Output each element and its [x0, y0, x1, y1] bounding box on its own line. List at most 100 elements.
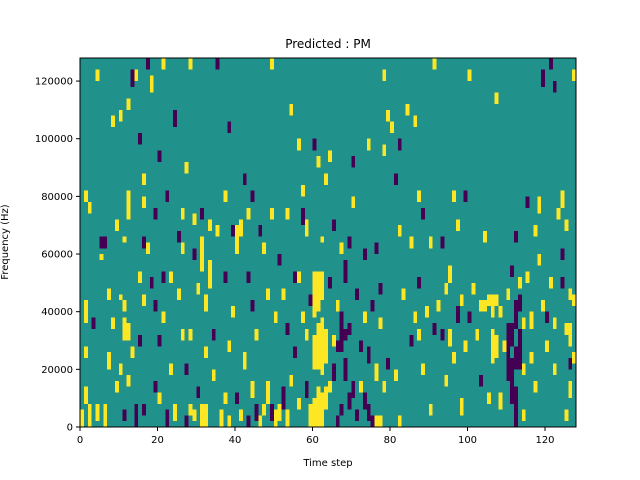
- heatmap-cell: [207, 259, 212, 289]
- heatmap-cell: [312, 398, 317, 427]
- heatmap-cell: [161, 311, 166, 324]
- heatmap-cell: [320, 236, 325, 243]
- heatmap-cell: [273, 311, 278, 324]
- heatmap-cell: [138, 334, 143, 347]
- heatmap-cell: [510, 357, 515, 404]
- heatmap-cell: [548, 277, 553, 289]
- heatmap-cell: [246, 271, 251, 283]
- heatmap-cell: [560, 248, 565, 260]
- heatmap-cell: [180, 207, 185, 220]
- heatmap-cell: [328, 277, 332, 289]
- heatmap-cell: [281, 288, 286, 301]
- heatmap-cell: [514, 230, 518, 243]
- heatmap-cell: [424, 305, 429, 318]
- heatmap-cell: [428, 236, 433, 249]
- heatmap-cell: [517, 277, 522, 289]
- heatmap-cell: [165, 409, 170, 427]
- heatmap-cell: [242, 352, 247, 370]
- heatmap-cell: [386, 109, 391, 122]
- heatmap-cell: [355, 409, 360, 422]
- heatmap-cell: [347, 323, 352, 335]
- heatmap-cell: [161, 271, 166, 283]
- heatmap-cell: [545, 311, 549, 324]
- heatmap-cell: [215, 58, 220, 70]
- heatmap-cell: [223, 190, 228, 203]
- heatmap-cell: [235, 225, 239, 255]
- heatmap-cell: [452, 190, 456, 203]
- heatmap-cell: [308, 403, 313, 427]
- heatmap-cell: [196, 386, 201, 399]
- heatmap-cell: [87, 403, 92, 427]
- heatmap-cell: [537, 254, 542, 266]
- heatmap-cell: [145, 242, 150, 255]
- heatmap-cell: [537, 196, 542, 214]
- heatmap-cell: [223, 271, 228, 283]
- heatmap-cell: [308, 294, 313, 306]
- heatmap-cell: [417, 328, 422, 341]
- heatmap-cell: [568, 323, 573, 347]
- heatmap-cell: [196, 282, 201, 295]
- heatmap-cell: [211, 328, 216, 341]
- heatmap-cell: [188, 58, 193, 70]
- heatmap-cell: [277, 403, 282, 422]
- heatmap-cell: [312, 138, 317, 151]
- heatmap-cell: [467, 69, 472, 82]
- heatmap-cell: [126, 375, 131, 387]
- heatmap-cell: [227, 340, 232, 353]
- heatmap-cell: [83, 346, 88, 358]
- heatmap-cell: [432, 58, 437, 70]
- heatmap-cell: [118, 294, 123, 301]
- heatmap-cell: [320, 317, 325, 376]
- heatmap-cell: [235, 392, 239, 404]
- heatmap-cell: [366, 346, 371, 364]
- heatmap-cell: [417, 190, 422, 203]
- heatmap-cell: [378, 317, 383, 329]
- heatmap-cell: [258, 415, 263, 427]
- heatmap-cell: [409, 334, 414, 347]
- heatmap-cell: [114, 380, 119, 393]
- y-tick-label: 120000: [35, 77, 73, 88]
- heatmap-cell: [165, 190, 170, 203]
- heatmap-cell: [475, 328, 480, 341]
- heatmap-cell: [324, 173, 329, 185]
- heatmap-cell: [479, 300, 484, 312]
- x-tick-label: 120: [535, 435, 554, 446]
- heatmap-cell: [568, 357, 573, 370]
- heatmap-cell: [219, 409, 224, 427]
- heatmap-cell: [312, 334, 317, 370]
- heatmap-cell: [99, 236, 104, 249]
- heatmap-cell: [153, 300, 158, 312]
- heatmap-cell: [355, 288, 360, 301]
- heatmap-cell: [192, 213, 197, 226]
- heatmap-cell: [300, 311, 305, 324]
- heatmap-cell: [374, 415, 379, 427]
- heatmap-cell: [498, 392, 503, 410]
- heatmap-cell: [529, 352, 534, 364]
- heatmap-cell: [525, 271, 530, 283]
- heatmap-cell: [324, 328, 329, 364]
- heatmap-cell: [463, 190, 468, 203]
- x-tick-label: 20: [151, 435, 164, 446]
- plot-area: [79, 57, 577, 428]
- heatmap-cell: [184, 415, 189, 427]
- heatmap-cell: [564, 219, 569, 231]
- heatmap-cell: [262, 403, 267, 416]
- heatmap-cell: [134, 403, 139, 427]
- heatmap-cell: [374, 242, 379, 255]
- heatmap-cell: [262, 242, 267, 255]
- heatmap-cell: [207, 219, 212, 231]
- heatmap-cell: [560, 277, 565, 289]
- heatmap-cell: [498, 305, 503, 318]
- heatmap-cell: [409, 236, 414, 249]
- heatmap-cell: [134, 69, 139, 82]
- heatmap-cell: [343, 357, 348, 381]
- heatmap-cell: [99, 254, 104, 260]
- heatmap-cell: [517, 328, 522, 370]
- heatmap-cell: [471, 282, 476, 295]
- heatmap-cell: [250, 380, 255, 399]
- heatmap-cell: [572, 294, 577, 306]
- heatmap-cell: [211, 369, 216, 381]
- heatmap-cell: [204, 294, 208, 312]
- heatmap-cell: [192, 248, 197, 260]
- heatmap-cell: [285, 323, 290, 335]
